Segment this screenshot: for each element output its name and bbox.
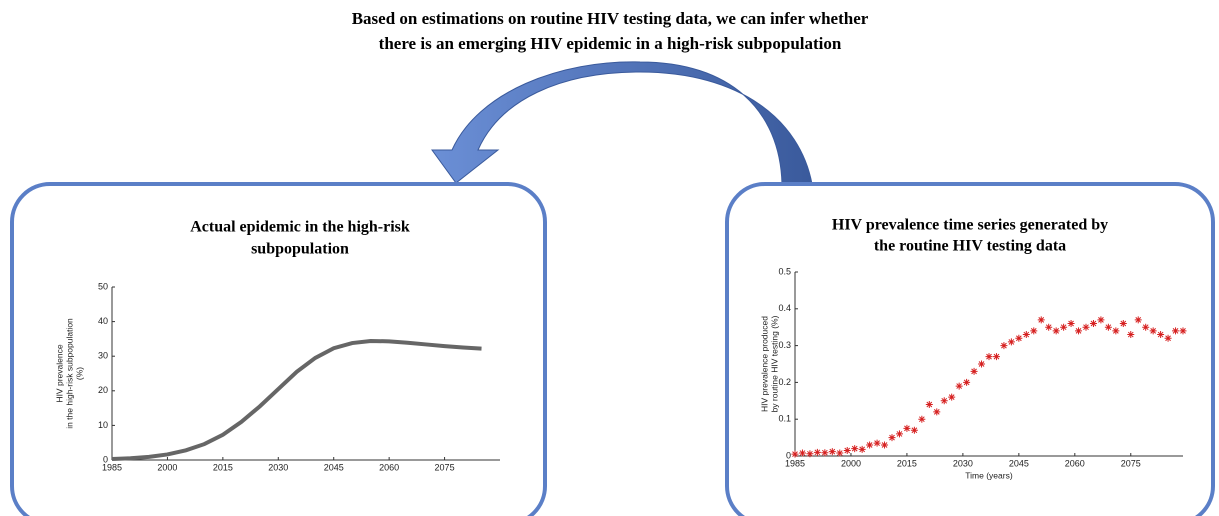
- point: [1030, 327, 1038, 335]
- panel: [10, 182, 547, 516]
- x-tick-label: 2015: [213, 462, 233, 472]
- point: [963, 378, 971, 386]
- point: [933, 408, 941, 416]
- point: [985, 353, 993, 361]
- point: [1089, 320, 1097, 328]
- x-tick-label: 2000: [841, 458, 861, 468]
- x-axis-label: Time (years): [965, 470, 1013, 480]
- chart-title: Actual epidemic in the high-risk: [190, 219, 410, 236]
- y-axis-label: (%): [74, 367, 84, 380]
- point: [873, 439, 881, 447]
- y-tick-label: 50: [98, 281, 108, 291]
- x-tick-label: 2045: [324, 462, 344, 472]
- x-tick-label: 2000: [157, 462, 177, 472]
- y-tick-label: 20: [98, 385, 108, 395]
- point: [925, 400, 933, 408]
- point: [1082, 323, 1090, 331]
- header-title: there is an emerging HIV epidemic in a h…: [379, 34, 842, 53]
- x-tick-label: 2075: [435, 462, 455, 472]
- x-tick-label: 2060: [379, 462, 399, 472]
- y-tick-label: 0: [103, 454, 108, 464]
- point: [1075, 327, 1083, 335]
- point: [1104, 323, 1112, 331]
- point: [836, 449, 844, 457]
- chart-title: subpopulation: [251, 241, 349, 258]
- point: [1172, 327, 1180, 335]
- point: [791, 450, 799, 458]
- y-axis-label: in the high-risk subpopulation: [64, 318, 74, 429]
- point: [910, 426, 918, 434]
- point: [1007, 338, 1015, 346]
- point: [1022, 331, 1030, 339]
- arrow: [431, 61, 813, 185]
- x-tick-label: 1985: [785, 458, 805, 468]
- point: [1052, 327, 1060, 335]
- chart-title: HIV prevalence time series generated by: [832, 217, 1108, 234]
- point: [1097, 316, 1105, 324]
- x-tick-label: 2030: [268, 462, 288, 472]
- point: [851, 445, 859, 453]
- point: [948, 393, 956, 401]
- point: [903, 424, 911, 432]
- y-tick-label: 30: [98, 351, 108, 361]
- point: [828, 448, 836, 456]
- point: [813, 448, 821, 456]
- point: [1127, 331, 1135, 339]
- x-tick-label: 2060: [1065, 458, 1085, 468]
- point: [1157, 331, 1165, 339]
- y-tick-label: 0.2: [778, 377, 791, 387]
- point: [992, 353, 1000, 361]
- point: [1142, 323, 1150, 331]
- point: [1000, 342, 1008, 350]
- point: [881, 441, 889, 449]
- y-axis-label: HIV prevalence: [54, 344, 64, 402]
- point: [1164, 334, 1172, 342]
- point: [1149, 327, 1157, 335]
- y-tick-label: 0: [786, 450, 791, 460]
- x-tick-label: 2015: [897, 458, 917, 468]
- y-axis-label: by routine HIV testing (%): [769, 315, 779, 412]
- y-tick-label: 40: [98, 316, 108, 326]
- x-tick-label: 1985: [102, 462, 122, 472]
- point: [843, 446, 851, 454]
- point: [806, 450, 814, 458]
- point: [1037, 316, 1045, 324]
- y-tick-label: 0.1: [778, 414, 791, 424]
- point: [918, 415, 926, 423]
- point: [1060, 323, 1068, 331]
- point: [1067, 320, 1075, 328]
- point: [798, 449, 806, 457]
- point: [866, 441, 874, 449]
- point: [978, 360, 986, 368]
- chart-title: the routine HIV testing data: [874, 238, 1066, 255]
- point: [1112, 327, 1120, 335]
- point: [955, 382, 963, 390]
- point: [970, 367, 978, 375]
- point: [888, 434, 896, 442]
- point: [895, 430, 903, 438]
- x-tick-label: 2030: [953, 458, 973, 468]
- point: [1179, 327, 1187, 335]
- y-tick-label: 10: [98, 420, 108, 430]
- y-tick-label: 0.3: [778, 340, 791, 350]
- line: [111, 338, 482, 461]
- panel: [725, 182, 1215, 516]
- point: [1045, 323, 1053, 331]
- point: [940, 397, 948, 405]
- y-tick-label: 0.4: [778, 303, 791, 313]
- point: [1015, 334, 1023, 342]
- header-title: Based on estimations on routine HIV test…: [352, 9, 869, 28]
- point: [858, 445, 866, 453]
- x-tick-label: 2045: [1009, 458, 1029, 468]
- x-tick-label: 2075: [1121, 458, 1141, 468]
- y-axis-label: HIV prevalence produced: [759, 316, 769, 412]
- point: [821, 449, 829, 457]
- y-tick-label: 0.5: [778, 266, 791, 276]
- point: [1119, 320, 1127, 328]
- point: [1134, 316, 1142, 324]
